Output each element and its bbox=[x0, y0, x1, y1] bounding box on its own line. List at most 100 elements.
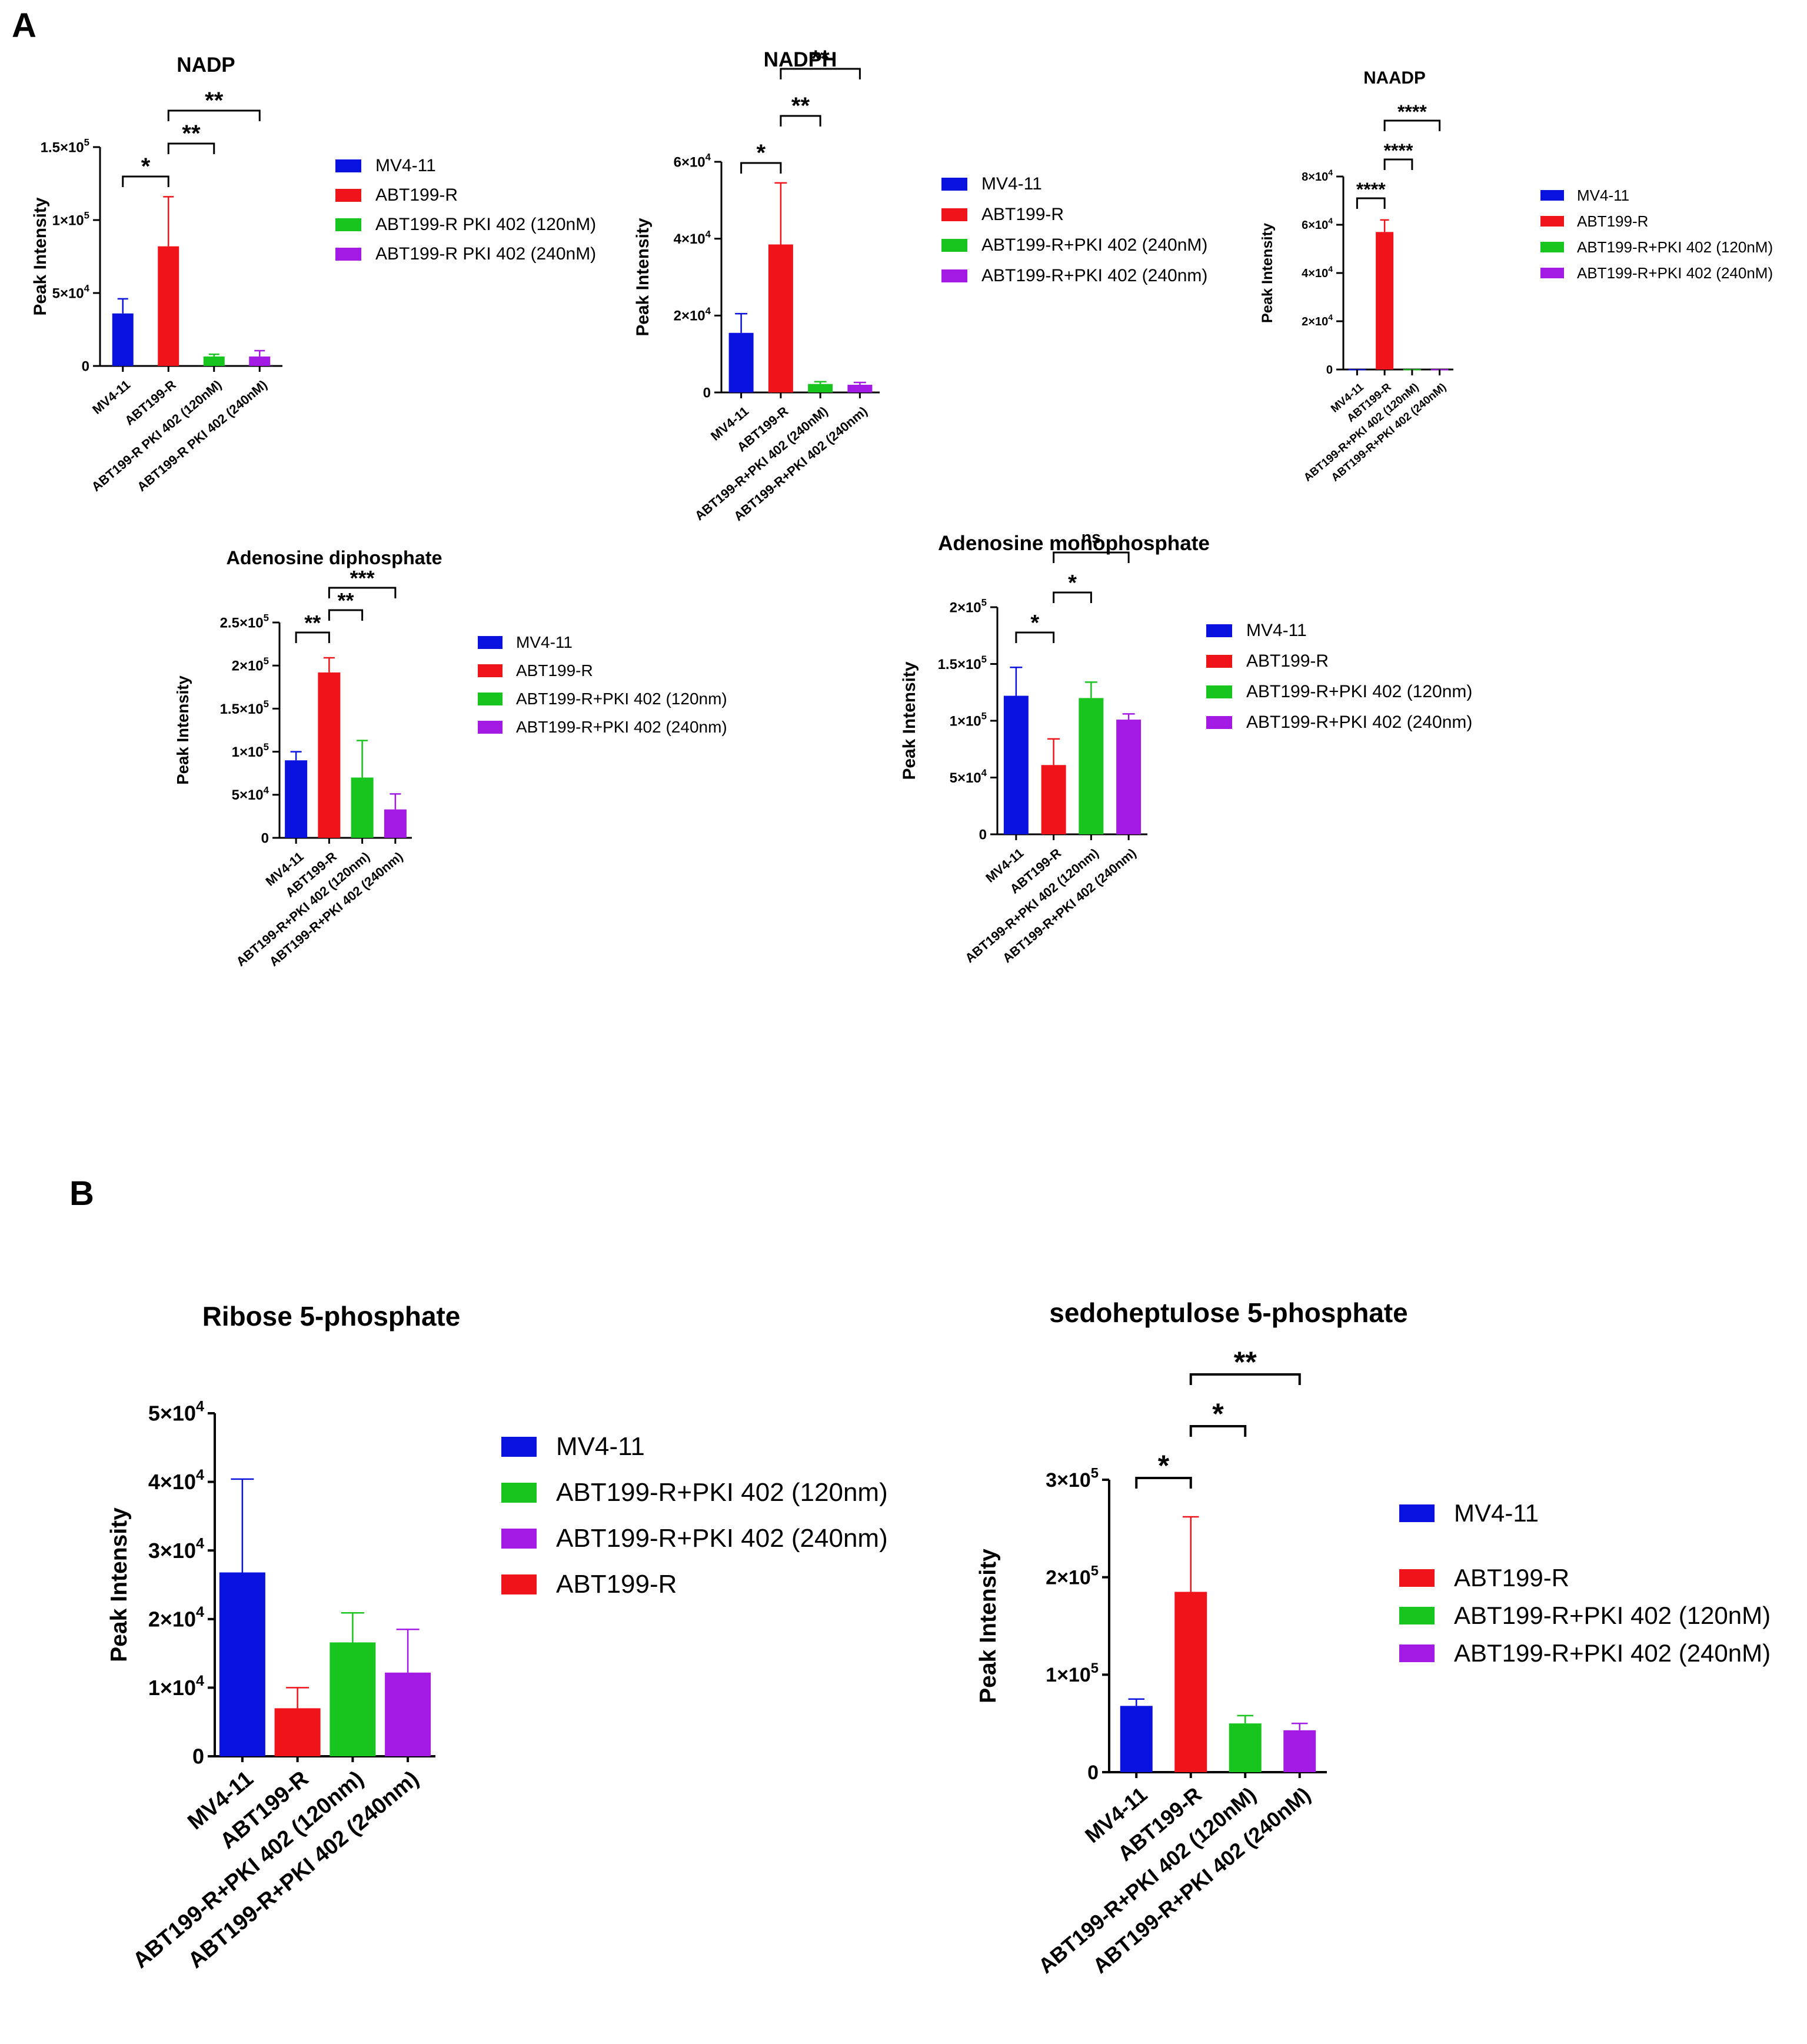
legend-label: ABT199-R bbox=[1246, 651, 1329, 671]
nadp-bar-2 bbox=[203, 356, 225, 366]
legend-item: ABT199-R+PKI 402 (120nm) bbox=[478, 685, 727, 713]
legend-label: MV4-11 bbox=[375, 156, 436, 175]
legend-swatch bbox=[1206, 716, 1232, 729]
nadph-title: NADPH bbox=[764, 48, 837, 71]
adp-significance-label-2: *** bbox=[350, 566, 375, 590]
legend-swatch bbox=[941, 239, 967, 252]
nadph-significance-label-0: * bbox=[756, 140, 766, 166]
legend-swatch bbox=[478, 664, 503, 677]
legend-label: ABT199-R+PKI 402 (240nm) bbox=[1246, 713, 1473, 732]
legend-item: ABT199-R+PKI 402 (240nM) bbox=[1540, 260, 1773, 286]
adp-y-tick-label: 1×105 bbox=[232, 741, 269, 760]
r5p-y-tick-label: 2×104 bbox=[148, 1604, 204, 1631]
legend-label: ABT199-R PKI 402 (120nM) bbox=[375, 215, 597, 234]
naadp-significance-bracket-0 bbox=[1356, 197, 1386, 209]
legend-label: MV4-11 bbox=[1577, 186, 1630, 204]
adp-significance-bracket-1 bbox=[328, 609, 364, 621]
naadp-significance-label-1: **** bbox=[1384, 140, 1413, 161]
s7p-bar-3 bbox=[1283, 1730, 1316, 1772]
naadp-legend: MV4-11 ABT199-R ABT199-R+PKI 402 (120nM) AB… bbox=[1540, 182, 1773, 286]
nadp-y-tick-label: 0 bbox=[82, 358, 89, 374]
legend-swatch bbox=[1540, 242, 1564, 252]
legend-label: ABT199-R+PKI 402 (120nm) bbox=[516, 690, 727, 708]
legend-label: ABT199-R PKI 402 (240nM) bbox=[375, 244, 597, 264]
r5p-y-tick-label: 5×104 bbox=[148, 1398, 204, 1425]
legend-label: ABT199-R+PKI 402 (240nm) bbox=[516, 718, 727, 736]
s7p-y-tick-label: 1×105 bbox=[1046, 1660, 1099, 1686]
nadph-y-tick-label: 6×104 bbox=[674, 152, 711, 171]
nadp-significance-bracket-2 bbox=[167, 109, 261, 121]
legend-swatch bbox=[501, 1529, 537, 1549]
naadp-bar-1 bbox=[1376, 232, 1394, 369]
legend-item: MV4-11 bbox=[478, 628, 727, 657]
amp-significance-bracket-0 bbox=[1015, 631, 1055, 643]
adp-x-tick-label-2: ABT199-R+PKI 402 (120nm) bbox=[233, 849, 372, 969]
adp-y-tick-label: 2.5×105 bbox=[220, 612, 269, 631]
legend-item: ABT199-R bbox=[1399, 1559, 1771, 1597]
nadph-bar-3 bbox=[847, 384, 873, 392]
amp-title: Adenosine monophosphate bbox=[938, 532, 1210, 555]
s7p-y-tick-label: 2×105 bbox=[1046, 1563, 1099, 1589]
legend-swatch bbox=[501, 1483, 537, 1503]
legend-swatch bbox=[335, 218, 361, 231]
r5p-y-tick-label: 0 bbox=[192, 1745, 204, 1769]
s7p-significance-label-2: ** bbox=[1234, 1346, 1257, 1379]
amp-y-tick-label: 5×104 bbox=[950, 767, 987, 786]
nadph-significance-bracket-0 bbox=[740, 162, 782, 174]
legend-item: MV4-11 bbox=[1540, 182, 1773, 208]
adp-significance-bracket-0 bbox=[295, 631, 330, 643]
legend-swatch bbox=[501, 1574, 537, 1594]
legend-label: ABT199-R+PKI 402 (120nM) bbox=[1454, 1602, 1771, 1629]
amp-y-tick-label: 1×105 bbox=[950, 711, 987, 730]
legend-label: ABT199-R bbox=[1454, 1564, 1570, 1592]
amp-significance-label-1: * bbox=[1068, 571, 1077, 595]
nadp-significance-bracket-0 bbox=[122, 175, 169, 187]
nadp-x-tick-label-0: MV4-11 bbox=[89, 377, 133, 417]
adp-y-axis-label: Peak Intensity bbox=[174, 675, 192, 785]
panel-label-a: A bbox=[12, 6, 36, 45]
legend-item: ABT199-R bbox=[1540, 208, 1773, 234]
s7p-x-tick-label-2: ABT199-R+PKI 402 (120nM) bbox=[1034, 1782, 1261, 1978]
legend-item: ABT199-R+PKI 402 (240nm) bbox=[1206, 707, 1472, 738]
legend-item: ABT199-R bbox=[501, 1562, 888, 1607]
amp-bar-3 bbox=[1116, 720, 1142, 834]
r5p-bar-3 bbox=[385, 1672, 431, 1756]
s7p-y-tick-label: 3×105 bbox=[1046, 1466, 1099, 1492]
legend-item: MV4-11 bbox=[941, 169, 1207, 199]
legend-item: ABT199-R bbox=[1206, 646, 1472, 677]
naadp-significance-label-0: **** bbox=[1356, 179, 1386, 200]
adp-bar-0 bbox=[285, 760, 308, 838]
legend-item: ABT199-R bbox=[941, 199, 1207, 230]
naadp-x-tick-label-2: ABT199-R+PKI 402 (120nM) bbox=[1302, 381, 1421, 484]
legend-swatch bbox=[478, 721, 503, 734]
nadp-y-tick-label: 1.5×105 bbox=[41, 137, 89, 156]
adp-significance-label-1: ** bbox=[337, 588, 354, 612]
amp-legend: MV4-11 ABT199-R ABT199-R+PKI 402 (120nm) AB… bbox=[1206, 615, 1472, 738]
legend-item: ABT199-R PKI 402 (120nM) bbox=[335, 210, 596, 239]
nadp-title: NADP bbox=[177, 54, 235, 76]
s7p-significance-label-1: * bbox=[1212, 1397, 1224, 1430]
adp-y-tick-label: 1.5×105 bbox=[220, 698, 269, 717]
amp-significance-bracket-2 bbox=[1053, 551, 1130, 563]
nadp-significance-label-2: ** bbox=[205, 88, 224, 114]
legend-item: ABT199-R bbox=[478, 657, 727, 685]
legend-label: ABT199-R bbox=[1577, 212, 1649, 230]
nadp-bar-3 bbox=[249, 356, 271, 366]
adp-y-tick-label: 2×105 bbox=[232, 655, 269, 674]
naadp-y-tick-label: 0 bbox=[1326, 364, 1333, 377]
nadp-significance-label-1: ** bbox=[182, 121, 201, 147]
r5p-bar-2 bbox=[330, 1642, 376, 1756]
legend-item: ABT199-R+PKI 402 (240nm) bbox=[941, 261, 1207, 291]
naadp-y-tick-label: 2×104 bbox=[1302, 312, 1333, 328]
legend-item: ABT199-R+PKI 402 (120nm) bbox=[501, 1470, 888, 1516]
s7p-y-tick-label: 0 bbox=[1087, 1762, 1099, 1784]
amp-y-tick-label: 1.5×105 bbox=[938, 654, 987, 673]
legend-label: ABT199-R+PKI 402 (240nm) bbox=[556, 1524, 888, 1553]
s7p-significance-label-0: * bbox=[1158, 1449, 1170, 1482]
naadp-significance-bracket-1 bbox=[1383, 158, 1413, 170]
legend-swatch bbox=[941, 208, 967, 221]
legend-label: MV4-11 bbox=[981, 174, 1042, 194]
legend-swatch bbox=[1399, 1644, 1435, 1662]
legend-item: MV4-11 bbox=[501, 1424, 888, 1470]
